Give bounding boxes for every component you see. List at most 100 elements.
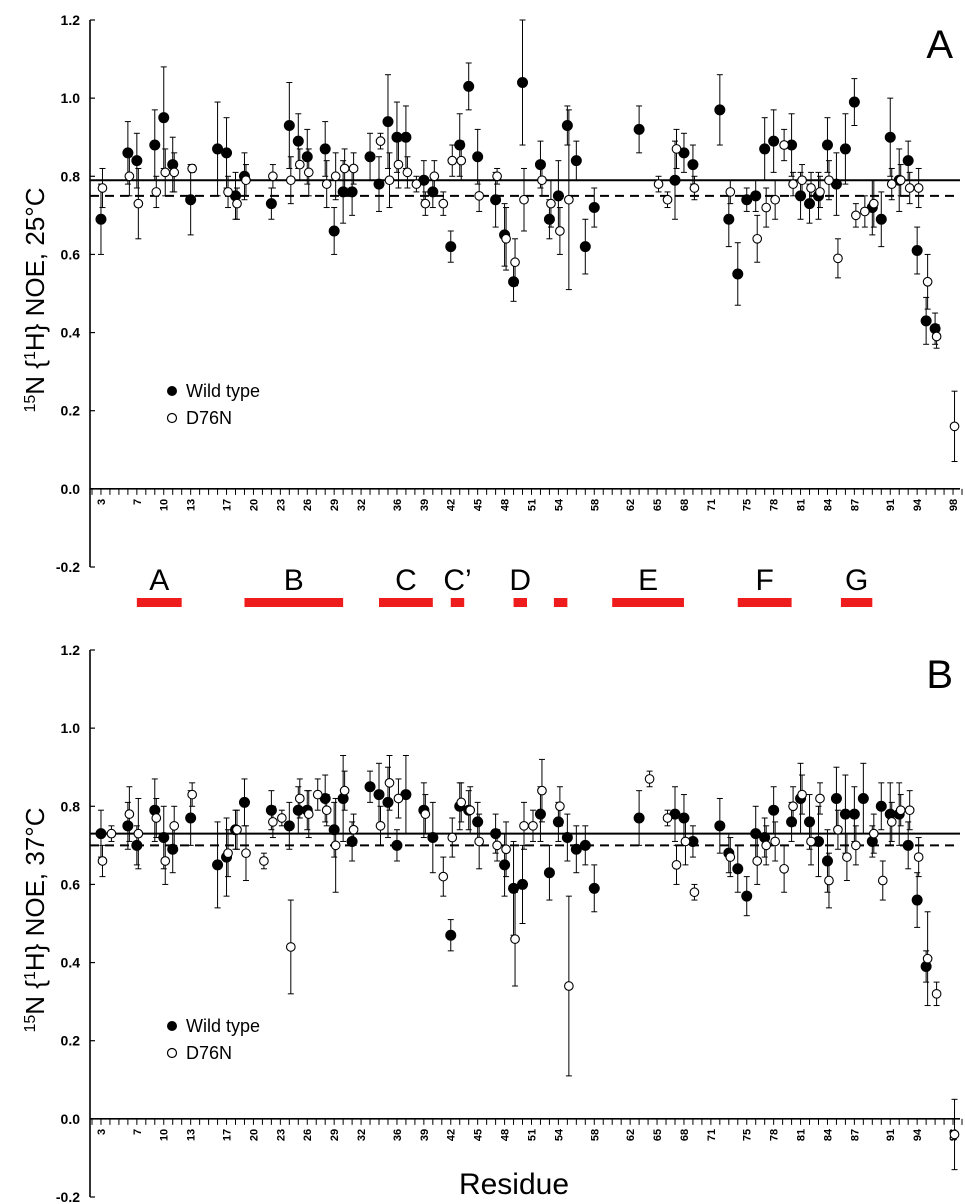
d76n-point	[348, 824, 359, 835]
y-tick-label: -0.2	[56, 1189, 80, 1204]
d76n-point	[949, 421, 960, 432]
wild-type-point	[570, 843, 582, 855]
x-tick-label: 91	[885, 499, 897, 511]
y-tick-label: 0.8	[61, 798, 81, 814]
x-tick-label: 54	[553, 1128, 565, 1141]
x-tick-label: 10	[159, 1129, 171, 1141]
x-tick-label: 98	[948, 499, 960, 511]
d76n-point	[160, 856, 171, 866]
y-tick-label: 0.2	[61, 1033, 81, 1049]
d76n-point	[151, 187, 162, 197]
d76n-point	[160, 167, 171, 178]
wild-type-point	[543, 213, 555, 225]
d76n-point	[97, 856, 108, 866]
legend-wild-type-marker	[167, 386, 177, 396]
d76n-point	[895, 175, 906, 186]
wild-type-point	[265, 198, 277, 210]
x-tick-label: 71	[706, 499, 718, 511]
d76n-point	[922, 276, 933, 287]
wild-type-point	[445, 241, 457, 253]
ss-label: G	[845, 564, 868, 597]
d76n-point	[833, 824, 843, 835]
wild-type-point	[552, 816, 564, 828]
d76n-point	[886, 817, 897, 827]
legend-d76n-marker	[166, 1047, 178, 1059]
wild-type-point	[212, 143, 224, 155]
wild-type-point	[265, 804, 277, 816]
d76n-point	[501, 844, 511, 855]
d76n-point	[393, 159, 404, 170]
wild-type-point	[786, 816, 798, 828]
secondary-structure-bar: A B C C’ D E F G	[136, 564, 873, 607]
d76n-point	[447, 155, 458, 166]
d76n-point	[824, 175, 834, 186]
d76n-point	[662, 194, 673, 205]
wild-type-point	[570, 155, 582, 167]
x-tick-label: 13	[186, 1129, 198, 1141]
wild-type-point	[911, 245, 923, 257]
d76n-point	[519, 194, 529, 205]
d76n-point	[169, 167, 180, 178]
x-tick-label: 91	[885, 1129, 897, 1141]
x-tick-label: 51	[526, 1129, 538, 1141]
ss-label: D	[509, 564, 531, 597]
ss-segment	[612, 598, 684, 607]
y-tick-label: 0.6	[61, 246, 81, 262]
wild-type-point	[301, 151, 313, 163]
d76n-point	[671, 144, 682, 154]
wild-type-point	[472, 816, 484, 828]
d76n-point	[187, 789, 198, 800]
ss-segment	[244, 598, 344, 607]
y-tick-label: 0.8	[61, 168, 81, 184]
x-tick-label: 81	[796, 499, 808, 511]
d76n-point	[411, 179, 422, 189]
y-tick-label: 0.6	[61, 876, 81, 892]
wild-type-point	[445, 929, 457, 941]
d76n-point	[770, 836, 780, 847]
ss-segment	[136, 598, 182, 607]
wild-type-point	[508, 276, 520, 288]
d76n-point	[815, 187, 825, 197]
d76n-point	[402, 167, 413, 178]
wild-type-point	[714, 104, 726, 116]
ss-segment	[737, 598, 792, 607]
x-tick-label: 7	[132, 499, 144, 505]
wild-type-point	[185, 812, 197, 824]
d76n-point	[339, 163, 350, 174]
wild-type-point	[400, 131, 412, 143]
d76n-point	[519, 820, 529, 831]
x-tick-label: 62	[625, 499, 637, 511]
y-tick-label: 1.2	[61, 12, 81, 28]
x-tick-label: 54	[553, 498, 565, 511]
d76n-point	[931, 331, 942, 342]
x-tick-label: 45	[473, 499, 485, 511]
d76n-point	[904, 183, 915, 193]
wild-type-point	[328, 824, 340, 836]
d76n-point	[420, 809, 431, 819]
panel-letter: B	[926, 653, 953, 697]
wild-type-point	[382, 796, 394, 808]
x-tick-label: 42	[446, 499, 458, 511]
wild-type-point	[848, 96, 860, 108]
x-tick-label: 68	[679, 499, 691, 511]
wild-type-point	[920, 315, 932, 327]
x-tick-label: 84	[822, 1128, 834, 1141]
x-tick-label: 75	[742, 1129, 754, 1141]
legend-wild-type-label: Wild type	[186, 381, 260, 401]
x-tick-label: 3	[96, 1129, 108, 1135]
d76n-point	[806, 183, 816, 193]
x-tick-label: 10	[159, 499, 171, 511]
panel-b: -0.2 0.0 0.2 0.4 0.6 0.8 1.0 1.2 3 7 10 13 17 20 23 26 2…	[20, 642, 963, 1204]
d76n-point	[770, 194, 780, 205]
d76n-point	[564, 981, 574, 991]
wild-type-point	[185, 194, 197, 206]
wild-type-point	[732, 268, 744, 280]
x-tick-label: 78	[769, 1129, 781, 1141]
x-tick-label: 23	[275, 499, 287, 511]
d76n-point	[384, 175, 395, 186]
x-tick-label: 51	[526, 499, 538, 511]
ss-label: C	[395, 564, 417, 597]
d76n-point	[671, 860, 682, 870]
d76n-point	[868, 198, 879, 209]
